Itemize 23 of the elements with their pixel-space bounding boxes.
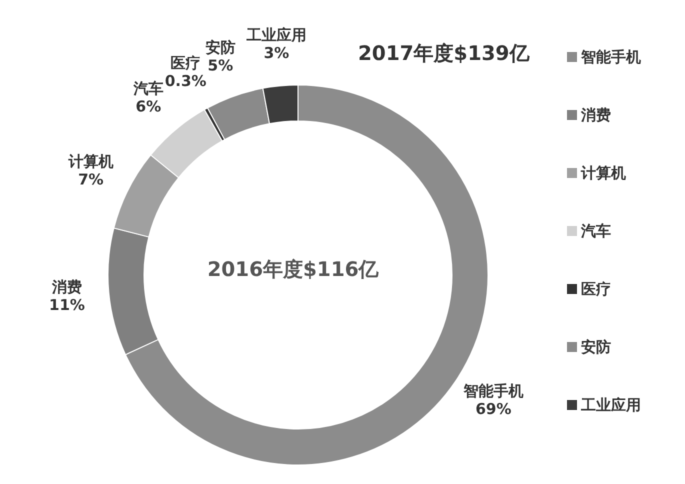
legend-label: 安防 — [581, 338, 611, 356]
data-label: 0.3% — [164, 72, 206, 90]
data-label: 11% — [49, 296, 85, 314]
slice-label: 工业应用 — [245, 26, 306, 44]
legend-label: 工业应用 — [581, 396, 641, 414]
data-label: 5% — [208, 56, 234, 74]
slice-label: 医疗 — [170, 54, 201, 72]
legend-label: 汽车 — [581, 222, 611, 240]
slice-label: 消费 — [50, 278, 82, 296]
slice-label: 汽车 — [132, 80, 164, 98]
slice-label: 安防 — [205, 38, 236, 56]
data-label: 3% — [264, 44, 290, 62]
slice-label: 计算机 — [67, 152, 114, 171]
data-label: 7% — [78, 170, 104, 189]
legend-label: 医疗 — [581, 280, 611, 298]
legend-label: 智能手机 — [581, 48, 641, 66]
data-label: 69% — [475, 400, 512, 418]
text: 2017年度$139亿 — [358, 40, 530, 67]
slice-label: 智能手机 — [462, 382, 524, 400]
data-label: 6% — [136, 98, 162, 116]
legend-label: 消费 — [581, 106, 611, 124]
legend-label: 计算机 — [581, 164, 626, 182]
text: 2016年度$116亿 — [206, 256, 380, 283]
